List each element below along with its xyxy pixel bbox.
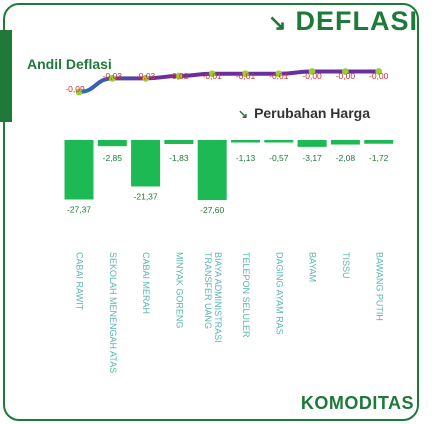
category-label: BAWANG PUTIH [374,252,384,321]
andil-point [342,68,349,75]
andil-data-label: -0,00 [302,71,322,81]
perubahan-bar [330,140,360,145]
perubahan-bar [231,140,260,143]
category-label: TISSU [341,252,351,279]
perubahan-data-label: -2,08 [336,153,356,163]
andil-point [208,70,216,78]
andil-data-label: -0,01 [203,71,223,81]
perubahan-data-label: -0,57 [269,153,289,163]
side-accent-bar [0,30,12,122]
perubahan-bar [131,140,161,187]
andil-point [142,74,150,82]
category-label: CABAI RAWIT [75,252,85,311]
category-label: SEKOLAH MENENGAH ATAS [108,252,118,373]
perubahan-data-label: -21,37 [134,191,158,201]
andil-data-label: -0,03 [103,71,123,81]
perubahan-bar [364,140,394,144]
perubahan-bar [264,140,294,143]
andil-data-label: -0,00 [336,71,356,81]
perubahan-data-label: -2,85 [103,153,123,163]
category-label: TRANSFER UANG [203,252,213,329]
andil-data-label: -0,01 [269,71,289,81]
andil-data-label: -0,09 [65,84,85,94]
category-label: BIAYA ADMINISTRASI [213,252,223,343]
andil-data-label: -0,01 [236,71,256,81]
x-axis-label: KOMODITAS [300,393,414,413]
perubahan-data-label: -27,60 [200,205,224,215]
category-label: MINYAK GORENG [175,252,185,328]
andil-data-label: -0,00 [369,71,389,81]
category-label: TELEPON SELULER [241,252,251,338]
category-label: DAGING AYAM RAS [274,252,284,335]
perubahan-bar [64,140,94,200]
chart-title: ↘ DEFLASI [268,6,418,37]
category-label: CABAI MERAH [141,252,151,314]
andil-line [77,69,381,94]
down-right-arrow-icon: ↘ [268,10,288,35]
perubahan-harga-label: ↘ Perubahan Harga [238,105,370,121]
andil-point [175,72,183,80]
perubahan-harga-text: Perubahan Harga [254,105,370,121]
andil-point [242,70,249,78]
andil-point [308,68,316,75]
andil-deflasi-label: Andil Deflasi [27,56,112,72]
perubahan-data-label: -1,83 [169,153,189,163]
perubahan-bar [297,140,327,147]
perubahan-data-label: -27,37 [67,205,91,215]
andil-data-label: -0,03 [136,71,156,81]
andil-point [108,74,116,82]
perubahan-bar [164,140,194,144]
andil-point [375,68,383,75]
perubahan-bar [197,140,227,200]
perubahan-bar [97,140,127,147]
perubahan-data-label: -3,17 [302,153,322,163]
title-text: DEFLASI [295,6,418,36]
andil-point [75,88,83,96]
perubahan-data-label: -1,72 [369,153,389,163]
andil-point [275,70,283,78]
down-right-arrow-icon: ↘ [238,107,249,121]
andil-data-label: -0,02 [169,71,189,81]
category-label: BAYAM [308,252,318,282]
perubahan-data-label: -1,13 [236,153,256,163]
